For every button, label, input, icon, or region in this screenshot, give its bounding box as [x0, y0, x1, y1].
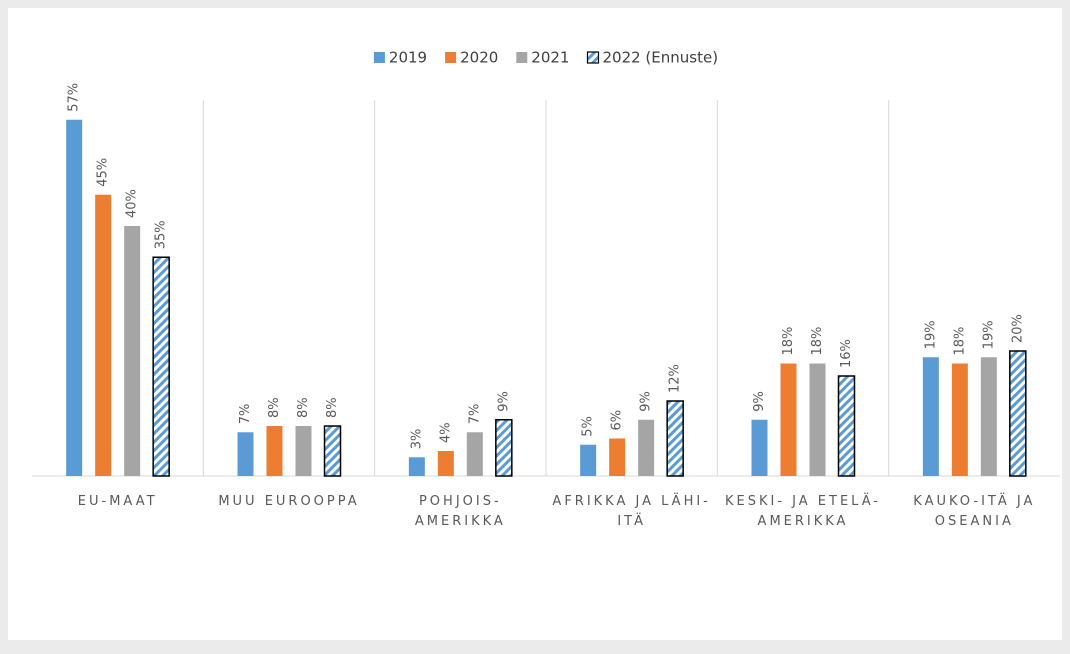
- data-label: 5%: [581, 416, 596, 437]
- bar: [295, 426, 312, 476]
- bar: [266, 426, 283, 476]
- bar: [837, 375, 856, 477]
- data-label: 8%: [325, 397, 340, 418]
- legend-label: 2019: [389, 49, 427, 67]
- data-label: 8%: [296, 397, 311, 418]
- bar: [980, 357, 997, 476]
- bar: [95, 194, 112, 476]
- data-label: 57%: [67, 83, 82, 112]
- bar: [666, 400, 684, 477]
- bar: [466, 432, 483, 476]
- bar: [922, 357, 939, 476]
- data-label: 4%: [438, 422, 453, 443]
- bar: [408, 457, 425, 476]
- bar: [237, 432, 254, 476]
- data-label: 40%: [125, 189, 140, 218]
- data-label: 19%: [923, 320, 938, 349]
- legend-swatch: [586, 51, 600, 64]
- legend-swatch: [445, 52, 457, 63]
- data-label: 18%: [781, 327, 796, 356]
- data-label: 18%: [952, 327, 967, 356]
- bar: [495, 419, 513, 477]
- bar: [638, 419, 655, 476]
- bar: [66, 119, 83, 476]
- x-tick-label: AFRIKKA JA LÄHI-ITÄ: [552, 494, 711, 529]
- data-label: 18%: [810, 327, 825, 356]
- legend-label: 2022 (Ennuste): [602, 49, 718, 67]
- legend-swatch: [373, 52, 385, 63]
- x-tick-label: KESKI- JA ETELÄ-AMERIKKA: [724, 494, 881, 529]
- data-label: 9%: [496, 391, 511, 412]
- x-tick-label: KAUKO-ITÄ JA OSEANIA: [913, 494, 1036, 529]
- data-label: 7%: [467, 404, 482, 425]
- bar: [951, 363, 968, 476]
- data-label: 19%: [981, 320, 996, 349]
- legend-label: 2020: [460, 49, 498, 67]
- data-label: 9%: [752, 391, 767, 412]
- data-label: 35%: [154, 220, 169, 249]
- data-label: 16%: [839, 339, 854, 368]
- x-tick-label: MUU EUROOPPA: [218, 494, 360, 509]
- bar: [124, 226, 141, 476]
- data-label: 6%: [610, 410, 625, 431]
- data-label: 7%: [238, 404, 253, 425]
- data-label: 3%: [409, 429, 424, 450]
- data-label: 12%: [668, 364, 683, 393]
- legend-swatch: [516, 52, 528, 63]
- x-tick-label: POHJOIS-AMERIKKA: [414, 494, 506, 529]
- bar: [323, 425, 342, 477]
- bar: [609, 438, 626, 476]
- bar: [152, 256, 170, 477]
- data-label: 8%: [267, 397, 282, 418]
- data-label: 45%: [96, 158, 111, 187]
- bar: [809, 363, 826, 476]
- bar: [751, 419, 768, 476]
- bar: [580, 444, 597, 476]
- data-label: 20%: [1010, 314, 1025, 343]
- bar: [780, 363, 797, 476]
- x-tick-label: EU-MAAT: [77, 494, 158, 509]
- data-label: 9%: [639, 391, 654, 412]
- bar: [437, 451, 454, 476]
- chart-area: [8, 8, 1062, 640]
- legend-label: 2021: [531, 49, 569, 67]
- bar: [1009, 350, 1027, 477]
